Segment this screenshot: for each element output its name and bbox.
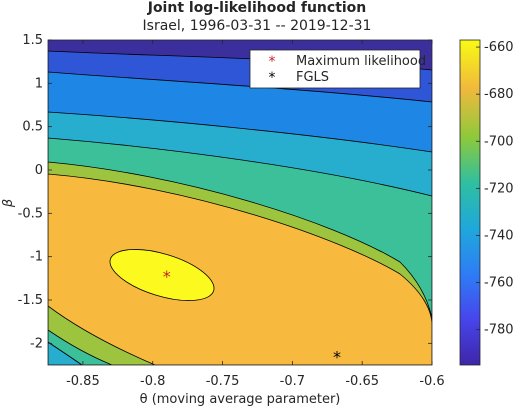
- x-tick-label: -0.8: [140, 374, 165, 389]
- chart-subtitle: Israel, 1996-03-31 -- 2019-12-31: [142, 18, 372, 34]
- colorbar: -660 -680 -700 -720 -740 -760 -780: [459, 39, 514, 366]
- colorbar-tick-label: -700: [484, 134, 514, 149]
- legend: * Maximum likelihood * FGLS: [249, 49, 426, 89]
- y-tick-label: 0.5: [22, 120, 43, 135]
- y-tick-label: 1: [35, 76, 43, 91]
- colorbar-tick-label: -780: [484, 323, 514, 338]
- contour-region-7: [48, 173, 432, 365]
- colorbar-scale: [459, 39, 481, 366]
- colorbar-tick-label: -680: [484, 87, 514, 102]
- legend-marker-fgls: *: [269, 70, 276, 86]
- y-tick-label: -1: [30, 250, 43, 265]
- colorbar-tick-label: -720: [484, 181, 514, 196]
- contour-regions: [48, 40, 432, 365]
- x-axis-label: θ (moving average parameter): [140, 392, 341, 407]
- y-axis-label: β: [1, 199, 16, 208]
- x-tick-label: -0.75: [206, 374, 240, 389]
- contour-peak-region: [109, 249, 215, 301]
- y-tick-label: 0: [35, 163, 43, 178]
- x-tick-label: -0.65: [345, 374, 379, 389]
- point-marker: *: [333, 348, 341, 367]
- legend-label-fgls: FGLS: [296, 70, 329, 85]
- data-points: **: [163, 267, 341, 367]
- y-tick-label: -1.5: [18, 293, 43, 308]
- point-marker: *: [163, 267, 171, 286]
- plot-frame: [47, 39, 433, 366]
- chart-title: Joint log-likelihood function: [147, 0, 367, 16]
- x-axis: -0.85 -0.8 -0.75 -0.7 -0.65 -0.6: [66, 40, 445, 389]
- legend-marker-ml: *: [269, 54, 276, 70]
- colorbar-ticks: -660 -680 -700 -720 -740 -760 -780: [476, 40, 514, 338]
- contour-region-5b: [48, 329, 113, 365]
- x-tick-label: -0.85: [66, 374, 100, 389]
- y-tick-label: 1.5: [22, 33, 43, 48]
- legend-label-ml: Maximum likelihood: [296, 54, 426, 69]
- colorbar-tick-label: -740: [484, 228, 514, 243]
- y-axis: 1.5 1 0.5 0 -0.5 -1 -1.5 -2: [18, 33, 432, 351]
- y-tick-label: -2: [30, 336, 43, 351]
- legend-box: [249, 49, 421, 89]
- x-tick-label: -0.7: [280, 374, 305, 389]
- y-tick-label: -0.5: [18, 206, 43, 221]
- x-tick-label: -0.6: [419, 374, 444, 389]
- colorbar-tick-label: -660: [484, 40, 514, 55]
- colorbar-tick-label: -760: [484, 276, 514, 291]
